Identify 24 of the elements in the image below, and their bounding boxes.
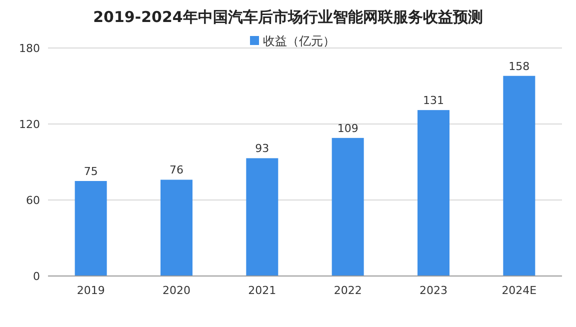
x-tick-label: 2021 [248, 284, 276, 297]
data-label: 109 [337, 122, 358, 135]
x-tick-label: 2020 [162, 284, 190, 297]
bar [503, 76, 536, 276]
data-label: 131 [423, 94, 444, 108]
chart-title: 2019-2024年中国汽车后市场行业智能网联服务收益预测 [93, 8, 483, 26]
y-tick-label: 0 [33, 270, 40, 283]
data-label: 93 [255, 142, 270, 156]
data-label: 76 [170, 164, 184, 177]
y-tick-label: 180 [19, 42, 40, 55]
data-label: 75 [84, 165, 98, 178]
data-label: 158 [508, 60, 530, 73]
x-tick-label: 2019 [76, 284, 105, 297]
bar [160, 180, 192, 276]
y-tick-label: 120 [19, 118, 40, 131]
legend-label: 收益（亿元） [263, 34, 335, 48]
bar [332, 138, 364, 276]
x-tick-label: 2022 [334, 284, 362, 297]
x-tick-label: 2023 [420, 284, 448, 297]
x-tick-label: 2024E [502, 284, 537, 297]
bar [246, 158, 278, 276]
bar [74, 181, 107, 276]
y-tick-label: 60 [26, 194, 40, 207]
bar [418, 110, 450, 276]
